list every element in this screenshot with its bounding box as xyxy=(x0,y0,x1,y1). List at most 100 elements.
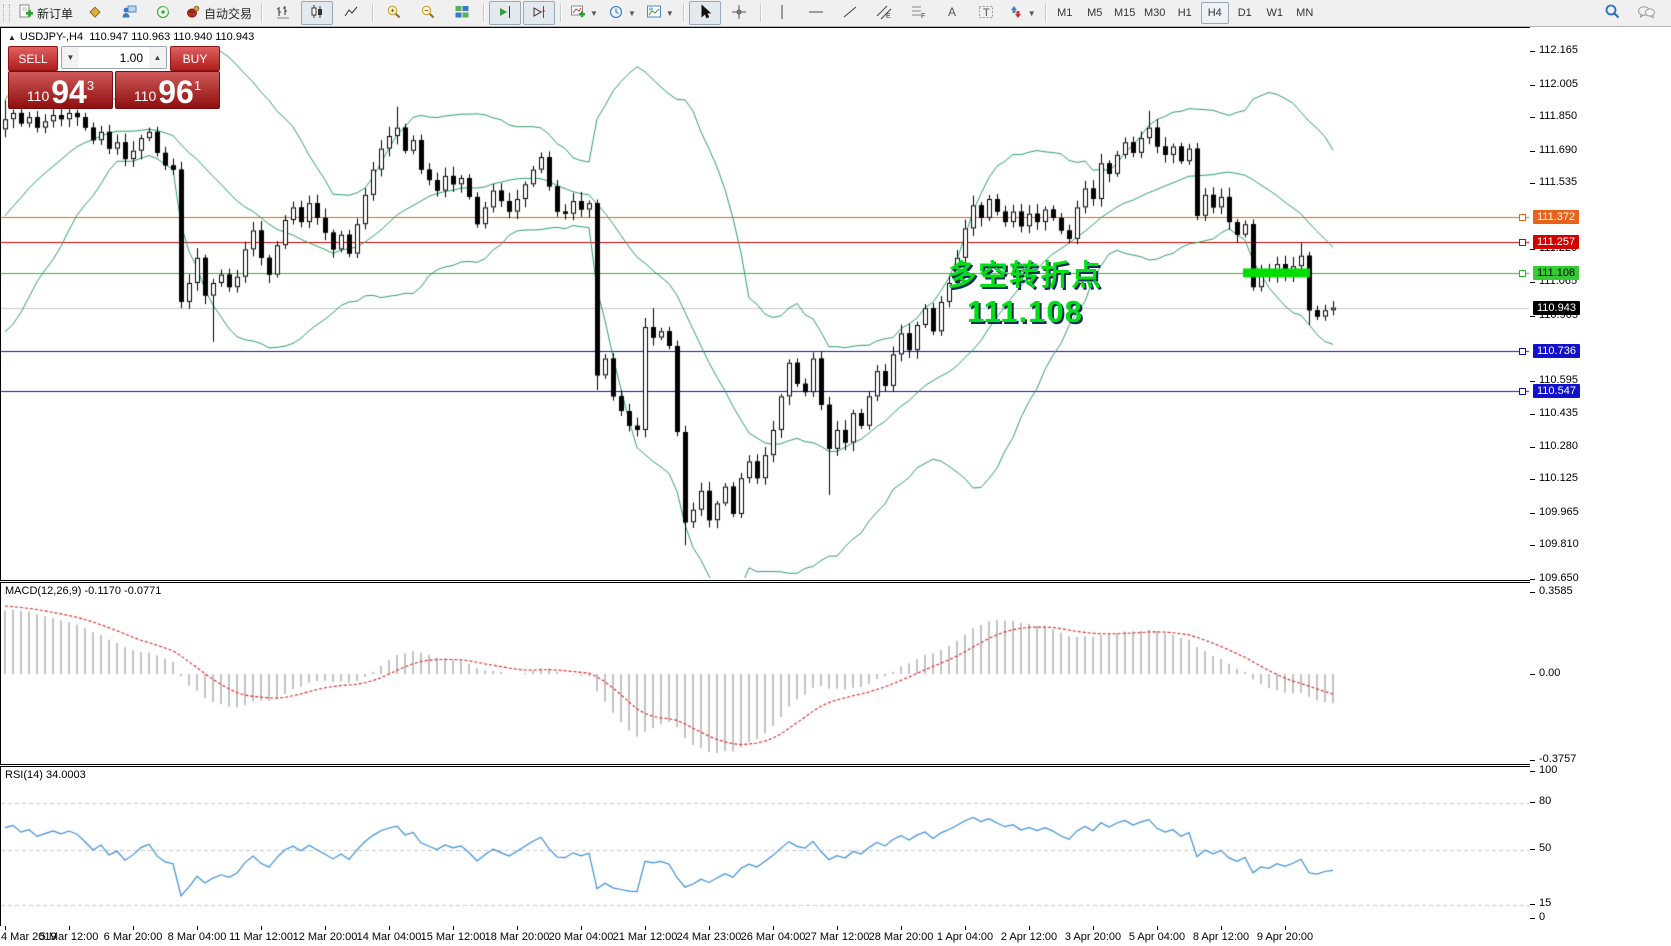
crosshair-tool-button[interactable] xyxy=(723,1,755,25)
line-handle[interactable] xyxy=(1519,388,1526,395)
rsi-value: 34.0003 xyxy=(45,769,86,781)
toolbar-separator xyxy=(560,4,562,22)
axis-tick-mark xyxy=(1530,282,1535,283)
fibonacci-tool-button[interactable]: F xyxy=(902,1,934,25)
chevron-down-icon: ▼ xyxy=(1027,8,1036,18)
cursor-tool-button[interactable] xyxy=(688,1,721,25)
svg-text:T: T xyxy=(983,7,990,19)
timeframe-m1[interactable]: M1 xyxy=(1057,7,1073,19)
search-button[interactable] xyxy=(1596,1,1628,25)
chevron-down-icon: ▼ xyxy=(590,8,598,18)
timeframe-m30[interactable]: M30 xyxy=(1144,7,1166,19)
time-axis-label: 12 Mar 20:00 xyxy=(292,931,358,943)
market-watch-button[interactable] xyxy=(79,1,111,25)
axis-tick-mark xyxy=(1530,316,1535,317)
line-handle[interactable] xyxy=(1519,270,1526,277)
timeframe-mn[interactable]: MN xyxy=(1296,7,1314,19)
time-axis-label: 4 Mar 2019 xyxy=(1,931,57,943)
chart-shift-button[interactable] xyxy=(523,1,556,25)
buy-price-box[interactable]: 110 96 1 xyxy=(115,71,220,109)
time-axis-label: 28 Mar 20:00 xyxy=(868,931,934,943)
price-axis-label: 109.965 xyxy=(1539,506,1579,518)
text-label-tool-button[interactable]: T xyxy=(970,1,1002,25)
candlestick-mode-button[interactable] xyxy=(301,1,334,25)
time-axis-tick xyxy=(1285,926,1286,930)
volume-decrease-button[interactable]: ▼ xyxy=(62,47,79,68)
time-axis[interactable]: 4 Mar 2019 5 Mar 12:00 6 Mar 20:00 8 Mar 04… xyxy=(0,926,1671,946)
text-icon: A xyxy=(944,4,960,23)
volume-increase-button[interactable]: ▲ xyxy=(149,47,166,68)
price-axis-label: 0 xyxy=(1539,911,1546,923)
equidistant-channel-tool-button[interactable]: E xyxy=(868,1,900,25)
bar-chart-mode-button[interactable] xyxy=(267,1,299,25)
time-axis-tick xyxy=(325,926,326,930)
data-window-icon xyxy=(121,4,137,23)
volume-value[interactable]: 1.00 xyxy=(119,50,143,65)
axis-tick-mark xyxy=(1530,849,1535,850)
zoom-out-button[interactable] xyxy=(412,1,444,25)
trendline-icon xyxy=(842,4,858,23)
rsi-canvas[interactable] xyxy=(1,767,1529,925)
templates-button[interactable]: ▼ xyxy=(642,1,678,25)
time-axis-tick xyxy=(517,926,518,930)
market-watch-icon xyxy=(87,4,103,23)
indicators-button[interactable]: ▼ xyxy=(566,1,602,25)
text-tool-button[interactable]: A xyxy=(936,1,968,25)
time-axis-tick xyxy=(837,926,838,930)
chart-annotation[interactable]: 多空转折点 111.108 xyxy=(905,252,1145,330)
volume-stepper: ▼ 1.00 ▲ xyxy=(61,46,167,69)
timeframe-h1[interactable]: H1 xyxy=(1177,7,1192,19)
auto-trading-button[interactable]: 自动交易 xyxy=(181,1,256,25)
time-axis-label: 6 Mar 20:00 xyxy=(103,931,163,943)
sell-button[interactable]: SELL xyxy=(8,46,58,71)
macd-canvas[interactable] xyxy=(1,583,1529,762)
line-handle[interactable] xyxy=(1519,214,1526,221)
auto-scroll-button[interactable] xyxy=(489,1,522,25)
time-axis-label: 20 Mar 04:00 xyxy=(548,931,614,943)
toolbar-grip[interactable] xyxy=(3,4,10,22)
axis-tick-mark xyxy=(1530,479,1535,480)
zoom-in-button[interactable] xyxy=(378,1,410,25)
tile-windows-button[interactable] xyxy=(446,1,478,25)
chart-title: ▲ USDJPY-,H4 110.947 110.963 110.940 110.… xyxy=(8,31,255,43)
time-axis-label: 5 Mar 12:00 xyxy=(39,931,99,943)
buy-button[interactable]: BUY xyxy=(170,46,220,71)
timeframe-w1[interactable]: W1 xyxy=(1266,7,1283,19)
price-axis-label: 111.850 xyxy=(1539,110,1578,122)
line-chart-mode-button[interactable] xyxy=(335,1,367,25)
axis-tick-mark xyxy=(1530,249,1535,250)
chat-button[interactable] xyxy=(1630,1,1662,25)
time-axis-label: 5 Apr 04:00 xyxy=(1128,931,1186,943)
timeframe-m15[interactable]: M15 xyxy=(1114,7,1136,19)
time-axis-label: 8 Mar 04:00 xyxy=(167,931,227,943)
price-axis-label: -0.3757 xyxy=(1539,753,1577,765)
price-axis-label: 112.165 xyxy=(1539,44,1578,56)
time-axis-tick xyxy=(901,926,902,930)
data-window-button[interactable] xyxy=(113,1,145,25)
sell-big-figure: 110 xyxy=(26,88,50,104)
line-handle[interactable] xyxy=(1519,348,1526,355)
price-axis[interactable]: 112.165 112.005 111.850 111.690 111.535 111.2… xyxy=(1530,27,1671,926)
navigator-button[interactable] xyxy=(147,1,179,25)
horizontal-line-tool-button[interactable] xyxy=(800,1,832,25)
timeframe-d1[interactable]: D1 xyxy=(1237,7,1252,19)
sell-price-box[interactable]: 110 94 3 xyxy=(8,71,113,109)
time-axis-tick xyxy=(1221,926,1222,930)
new-order-button[interactable]: 新订单 xyxy=(14,1,77,25)
axis-tick-mark xyxy=(1530,545,1535,546)
time-axis-label: 11 Mar 12:00 xyxy=(228,931,294,943)
timeframe-m5[interactable]: M5 xyxy=(1087,7,1103,19)
time-axis-label: 2 Apr 12:00 xyxy=(1000,931,1058,943)
timeframe-h4[interactable]: H4 xyxy=(1200,2,1229,24)
periods-button[interactable]: ▼ xyxy=(604,1,640,25)
main-chart-canvas[interactable] xyxy=(1,28,1529,578)
arrows-tool-button[interactable]: ▼ xyxy=(1004,1,1040,25)
navigator-icon xyxy=(155,4,171,23)
line-handle[interactable] xyxy=(1519,239,1526,246)
time-axis-label: 15 Mar 12:00 xyxy=(420,931,486,943)
main-chart-panel xyxy=(0,27,1532,581)
vertical-line-tool-button[interactable] xyxy=(766,1,798,25)
trendline-tool-button[interactable] xyxy=(834,1,866,25)
indicators-icon xyxy=(570,4,586,23)
